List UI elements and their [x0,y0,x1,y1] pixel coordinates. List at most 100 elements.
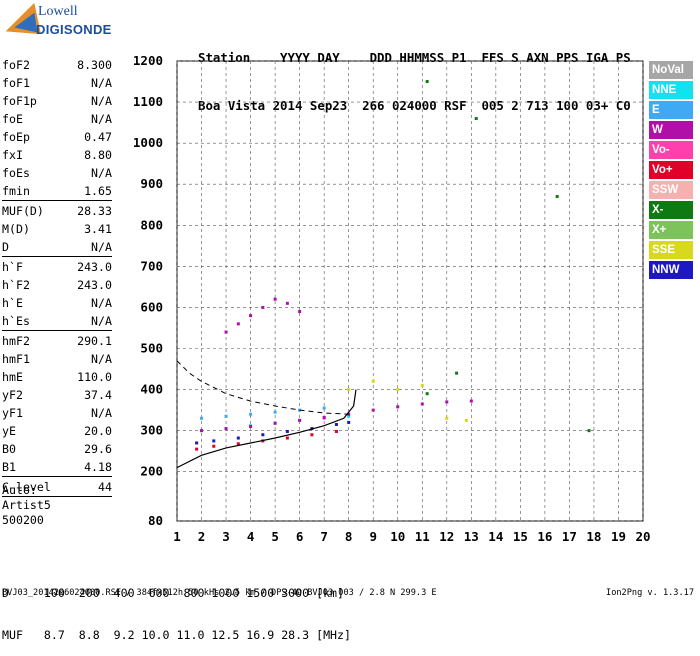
echo-point [224,427,228,431]
muf-row: MUF 8.7 8.8 9.2 10.0 11.0 12.5 16.9 28.3… [2,628,352,642]
param-row: B1 4.18 [2,458,112,476]
param-name: yE [2,424,16,438]
legend-item: SSW [649,181,693,199]
echo-point [285,429,289,433]
x-tick-label: 1 [173,529,181,544]
param-name: h`F [2,260,23,274]
param-value: N/A [91,166,112,180]
param-value: N/A [91,406,112,420]
param-name: foEs [2,166,30,180]
param-value: 20.0 [84,424,112,438]
legend-item: SSE [649,241,693,259]
param-row: foF2 8.300 [2,56,112,74]
y-tick-label: 1200 [133,53,163,68]
param-name: hmF1 [2,352,30,366]
param-row: C-level 44 [2,478,112,496]
y-tick-label: 800 [140,217,163,232]
x-tick-label: 19 [611,529,626,544]
x-tick-label: 16 [537,529,552,544]
legend-item: X- [649,201,693,219]
file-info: BVJ03_2014266024000.RSF / 384fx512h 50 k… [2,588,437,598]
param-group: C-level 44 [2,478,112,497]
autoscale-code: 500200 [2,513,44,527]
echo-point [249,314,253,318]
legend-item: W [649,121,693,139]
echo-point [322,416,326,419]
param-row: B0 29.6 [2,440,112,458]
y-tick-label: 1000 [133,135,163,150]
legend-item: Vo- [649,141,693,159]
param-row: fxI 8.80 [2,146,112,164]
echo-point [195,441,199,445]
param-value: 28.33 [77,204,112,218]
echo-point [445,416,449,420]
autoscale-info: Auto: Artist5 500200 [2,483,51,528]
plot-frame [176,60,644,522]
echo-point [195,447,199,451]
echo-point [455,371,459,375]
param-name: B1 [2,460,16,474]
param-name: foF2 [2,58,30,72]
profile-trace [176,389,357,469]
param-name: foF1p [2,94,37,108]
x-tick-label: 13 [464,529,479,544]
echo-point [200,429,204,433]
echo-point [322,406,326,410]
param-value: 243.0 [77,278,112,292]
x-tick-label: 18 [586,529,601,544]
param-value: N/A [91,112,112,126]
param-value: 3.41 [84,222,112,236]
echo-point [236,322,240,326]
param-value: N/A [91,76,112,90]
param-name: h`Es [2,314,30,328]
parameter-panel: foF2 8.300 foF1 N/A foF1p N/A foE N/A foEp 0.47 fx… [2,56,112,497]
echo-point [298,310,302,314]
param-group: MUF(D) 28.33 M(D) 3.41 D N/A [2,202,112,257]
param-value: 0.47 [84,130,112,144]
param-value: 243.0 [77,260,112,274]
version-info: Ion2Png v. 1.3.17 [606,588,694,598]
legend-item: X+ [649,221,693,239]
y-tick-label: 700 [140,258,163,273]
param-row: yF1 N/A [2,404,112,422]
param-value: 8.80 [84,148,112,162]
param-value: N/A [91,240,112,254]
x-tick-label: 8 [345,529,353,544]
y-tick-label: 1100 [133,94,163,109]
param-name: C-level [2,480,51,494]
echo-point [236,442,240,446]
param-row: h`F2 243.0 [2,276,112,294]
param-name: B0 [2,442,16,456]
param-row: foF1 N/A [2,74,112,92]
param-row: hmE 110.0 [2,368,112,386]
param-group: foF2 8.300 foF1 N/A foF1p N/A foE N/A foEp 0.47 fx… [2,56,112,201]
param-name: yF2 [2,388,23,402]
echo-point [425,80,429,84]
param-name: fxI [2,148,23,162]
param-name: fmin [2,184,30,198]
param-row: h`Es N/A [2,312,112,330]
x-tick-label: 9 [369,529,377,544]
echo-point [249,412,253,416]
param-row: yE 20.0 [2,422,112,440]
param-value: 8.300 [77,58,112,72]
param-value: 44 [98,480,112,494]
param-row: fmin 1.65 [2,182,112,200]
echo-point [261,305,265,309]
param-value: 4.18 [84,460,112,474]
param-value: N/A [91,314,112,328]
profile-trace-dashed [176,360,349,415]
echo-point [420,383,424,387]
param-row: foEs N/A [2,164,112,182]
param-name: hmE [2,370,23,384]
echo-point [298,418,302,422]
x-tick-label: 4 [247,529,255,544]
param-value: N/A [91,296,112,310]
echo-point [587,429,591,433]
echo-point [469,399,473,403]
echo-point [396,388,400,392]
echo-point [420,402,424,406]
param-name: M(D) [2,222,30,236]
legend-item: E [649,101,693,119]
param-name: yF1 [2,406,23,420]
